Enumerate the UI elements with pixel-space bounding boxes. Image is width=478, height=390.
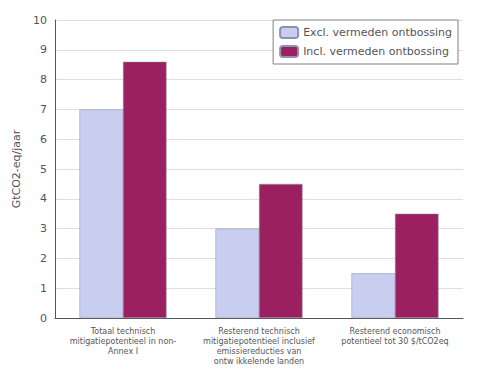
svg-text:2: 2: [40, 252, 47, 265]
svg-text:8: 8: [40, 73, 47, 86]
svg-text:Resterend technisch: Resterend technisch: [218, 327, 300, 336]
svg-text:mitigatiepotentieel inclusief: mitigatiepotentieel inclusief: [203, 337, 315, 346]
svg-text:potentieel tot 30 $/tCO2eq: potentieel tot 30 $/tCO2eq: [341, 337, 448, 346]
svg-text:6: 6: [40, 133, 47, 146]
svg-text:GtCO2-eq/jaar: GtCO2-eq/jaar: [10, 129, 23, 208]
svg-text:1: 1: [40, 282, 47, 295]
svg-text:ontw ikkelende landen: ontw ikkelende landen: [214, 357, 304, 366]
svg-text:mitigatiepotentieel in non-: mitigatiepotentieel in non-: [70, 337, 177, 346]
svg-text:emissiereducties van: emissiereducties van: [217, 347, 302, 356]
svg-text:Annex I: Annex I: [108, 347, 138, 356]
svg-text:Excl. vermeden ontbossing: Excl. vermeden ontbossing: [303, 26, 452, 39]
svg-text:9: 9: [40, 43, 47, 56]
svg-text:10: 10: [33, 14, 47, 27]
svg-text:7: 7: [40, 103, 47, 116]
svg-text:Resterend economisch: Resterend economisch: [350, 327, 441, 336]
svg-text:Totaal technisch: Totaal technisch: [90, 327, 156, 336]
svg-text:5: 5: [40, 163, 47, 176]
svg-text:0: 0: [40, 312, 47, 325]
svg-text:3: 3: [40, 222, 47, 235]
svg-text:4: 4: [40, 192, 47, 205]
svg-text:Incl. vermeden ontbossing: Incl. vermeden ontbossing: [303, 45, 449, 58]
